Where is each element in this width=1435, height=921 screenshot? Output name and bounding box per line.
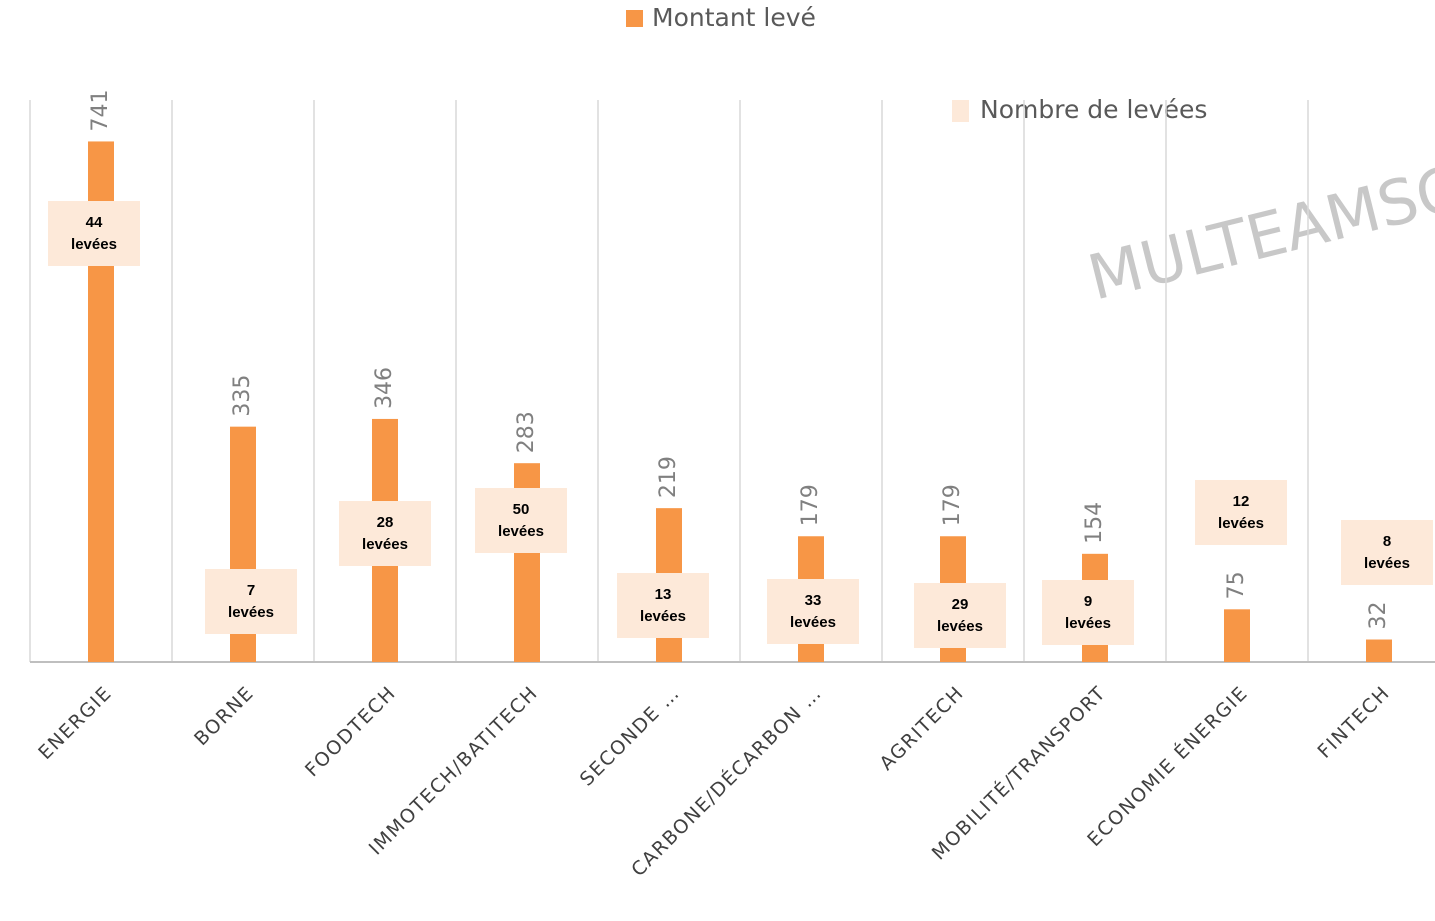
- count-box: [1341, 520, 1433, 585]
- count-label-wrap: 13 levées: [617, 573, 709, 638]
- count-label: 12 levées: [1218, 492, 1264, 532]
- count-box: [1195, 480, 1287, 545]
- count-label-wrap: 33 levées: [767, 579, 859, 644]
- count-label-wrap: 9 levées: [1042, 580, 1134, 645]
- watermark: MULTEAMSC: [1081, 152, 1435, 315]
- x-tick-label: BORNE: [190, 682, 258, 750]
- count-label: 7 levées: [228, 581, 274, 621]
- value-label: 346: [372, 367, 397, 409]
- value-label: 741: [88, 89, 113, 131]
- count-label-box: 28 levées: [339, 501, 431, 566]
- bar: [1366, 639, 1392, 662]
- count-box: [914, 583, 1006, 648]
- value-label: 219: [656, 456, 681, 498]
- count-box: [48, 201, 140, 266]
- x-tick-label: SECONDE …: [576, 682, 685, 791]
- value-label: 75: [1224, 571, 1249, 599]
- legend-label: Montant levé: [652, 3, 816, 32]
- count-label-box: 50 levées: [475, 488, 567, 553]
- count-label: 50 levées: [498, 500, 544, 540]
- x-tick-label: FOODTECH: [301, 682, 400, 781]
- count-label-box: 29 levées: [914, 583, 1006, 648]
- legend-swatch: [952, 100, 969, 122]
- x-tick-label: ENERGIE: [34, 682, 116, 764]
- count-label-box: 8 levées: [1341, 520, 1433, 585]
- count-box: [617, 573, 709, 638]
- count-label: 33 levées: [790, 591, 836, 631]
- count-label-box: 7 levées: [205, 569, 297, 634]
- count-label-box: 13 levées: [617, 573, 709, 638]
- count-label: 13 levées: [640, 585, 686, 625]
- count-label-wrap: 28 levées: [339, 501, 431, 566]
- x-tick-label: ECONOMIE ÉNERGIE: [1083, 681, 1253, 851]
- count-label: 29 levées: [937, 595, 983, 635]
- count-label-wrap: 44 levées: [48, 201, 140, 266]
- x-tick-label: FINTECH: [1314, 682, 1395, 763]
- count-box: [1042, 580, 1134, 645]
- count-label-box: 12 levées: [1195, 480, 1287, 545]
- legend-swatch: [626, 10, 643, 27]
- bar: [1224, 609, 1250, 662]
- count-label: 8 levées: [1364, 532, 1410, 572]
- count-label-wrap: 29 levées: [914, 583, 1006, 648]
- legend-label: Nombre de levées: [980, 95, 1207, 124]
- count-label: 44 levées: [71, 213, 117, 253]
- count-box: [339, 501, 431, 566]
- count-label: 9 levées: [1065, 592, 1111, 632]
- count-box: [475, 488, 567, 553]
- count-label-wrap: 12 levées: [1195, 480, 1287, 545]
- count-label: 28 levées: [362, 513, 408, 553]
- value-label: 283: [514, 411, 539, 453]
- count-box: [767, 579, 859, 644]
- count-label-box: 33 levées: [767, 579, 859, 644]
- x-tick-label: AGRITECH: [876, 682, 969, 775]
- count-label-box: 44 levées: [48, 201, 140, 266]
- count-label-box: 9 levées: [1042, 580, 1134, 645]
- value-label: 32: [1366, 602, 1391, 630]
- count-label-wrap: 8 levées: [1341, 520, 1433, 585]
- count-box: [205, 569, 297, 634]
- value-label: 154: [1082, 502, 1107, 544]
- x-tick-label: IMMOTECH/BATITECH: [365, 682, 543, 860]
- count-label-wrap: 50 levées: [475, 488, 567, 553]
- count-label-wrap: 7 levées: [205, 569, 297, 634]
- value-label: 179: [798, 484, 823, 526]
- value-label: 179: [940, 484, 965, 526]
- value-label: 335: [230, 375, 255, 417]
